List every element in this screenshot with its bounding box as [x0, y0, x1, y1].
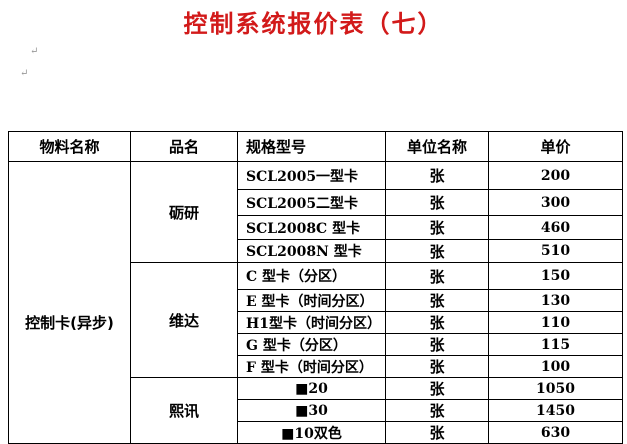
- paragraph-mark: ↵: [30, 46, 39, 57]
- unit-cell: 张: [385, 215, 489, 240]
- unit-cell: 张: [385, 189, 489, 216]
- price-table: 物料名称 品名 规格型号 单位名称 单价 控制卡(异步) 砺研 SCL2005一型卡…: [8, 131, 623, 444]
- unit-cell: 张: [385, 355, 489, 378]
- price-cell: 200: [488, 161, 623, 190]
- brand-cell: 熙讯: [130, 377, 238, 444]
- header-price: 单价: [488, 131, 623, 162]
- spec-cell: ■30: [237, 399, 386, 422]
- price-cell: 1450: [488, 399, 623, 422]
- unit-cell: 张: [385, 289, 489, 312]
- unit-cell: 张: [385, 399, 489, 422]
- price-cell: 130: [488, 289, 623, 312]
- spec-cell: F 型卡（时间分区）: [237, 355, 386, 378]
- table-row: SCL2008C 型卡张 460: [9, 215, 623, 240]
- header-brand: 品名: [130, 131, 238, 162]
- document-title: 控制系统报价表（七）: [183, 10, 444, 38]
- spec-cell: SCL2005一型卡: [237, 161, 386, 190]
- table-row: ■30 张 1450: [9, 399, 623, 422]
- unit-cell: 张: [385, 421, 489, 444]
- brand-cell: 维达: [130, 262, 238, 378]
- spec-cell: SCL2008N 型卡: [237, 239, 386, 263]
- brand-cell: 砺研: [130, 161, 238, 263]
- table-row: 维达 C 型卡（分区）张 150: [9, 262, 623, 378]
- price-cell: 100: [488, 355, 623, 378]
- price-cell: 150: [488, 262, 623, 290]
- table-row: H1型卡（时间分区）张 110: [9, 311, 623, 334]
- table-header-row: 物料名称 品名 规格型号 单位名称 单价: [8, 131, 623, 162]
- unit-cell: 张: [385, 311, 489, 334]
- header-unit: 单位名称: [385, 131, 489, 162]
- spec-cell: SCL2005二型卡: [237, 189, 386, 216]
- table-row: SCL2005二型卡张 300: [9, 189, 623, 216]
- price-cell: 1050: [488, 377, 623, 400]
- unit-cell: 张: [385, 239, 489, 263]
- unit-cell: 张: [385, 333, 489, 356]
- table-row: 控制卡(异步) 砺研 SCL2005一型卡张 200: [8, 161, 623, 444]
- header-spec: 规格型号: [237, 131, 386, 162]
- table-row: G 型卡（分区）张 115: [9, 333, 623, 356]
- price-cell: 510: [488, 239, 623, 263]
- unit-cell: 张: [385, 161, 489, 190]
- price-cell: 630: [488, 421, 623, 444]
- table-row: SCL2008N 型卡张 510: [9, 239, 623, 263]
- spec-cell: ■10双色: [237, 421, 386, 444]
- spec-cell: C 型卡（分区）: [237, 262, 386, 290]
- unit-cell: 张: [385, 262, 489, 290]
- spec-cell: G 型卡（分区）: [237, 333, 386, 356]
- price-cell: 460: [488, 215, 623, 240]
- paragraph-mark: ↵: [20, 68, 29, 79]
- table-row: F 型卡（时间分区）张 100: [9, 355, 623, 378]
- spec-cell: ■20: [237, 377, 386, 400]
- header-material: 物料名称: [8, 131, 131, 162]
- material-cell: 控制卡(异步): [8, 161, 131, 444]
- spec-cell: E 型卡（时间分区）: [237, 289, 386, 312]
- spec-cell: SCL2008C 型卡: [237, 215, 386, 240]
- price-cell: 300: [488, 189, 623, 216]
- spec-cell: H1型卡（时间分区）: [237, 311, 386, 334]
- unit-cell: 张: [385, 377, 489, 400]
- price-cell: 110: [488, 311, 623, 334]
- price-cell: 115: [488, 333, 623, 356]
